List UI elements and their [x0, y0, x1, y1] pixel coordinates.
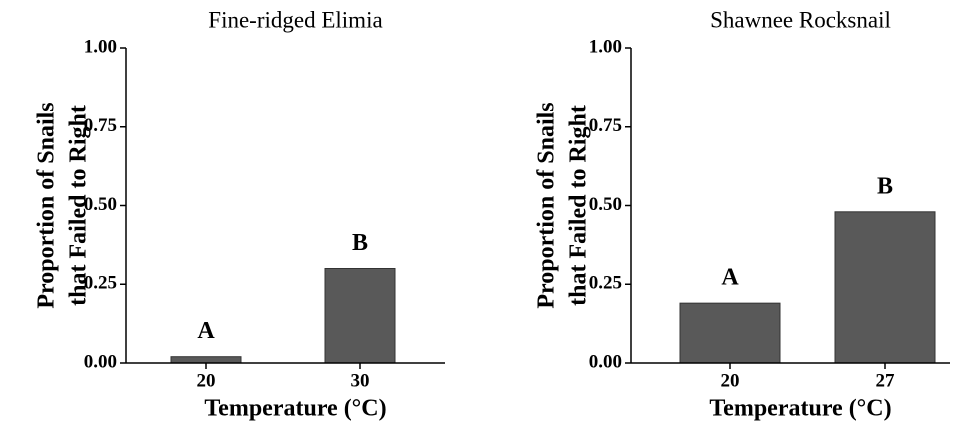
y-tick-label: 0.50 — [589, 194, 622, 215]
y-tick-label: 0.50 — [84, 194, 117, 215]
bar — [679, 302, 781, 364]
y-tick-label: 0.25 — [84, 273, 117, 294]
y-tick-label: 0.00 — [84, 351, 117, 372]
y-tick-label: 0.75 — [589, 115, 622, 136]
bar-annotation: A — [197, 318, 215, 344]
y-tick-label: 1.00 — [589, 36, 622, 57]
y-axis-label: that Failed to Right — [66, 105, 92, 306]
y-tick-label: 0.25 — [589, 273, 622, 294]
x-tick-label: 30 — [351, 370, 370, 391]
bar-annotation: A — [721, 265, 739, 291]
y-tick-label: 1.00 — [84, 36, 117, 57]
bar — [834, 211, 936, 364]
y-axis-label: Proportion of Snails — [534, 102, 560, 308]
chart-title: Shawnee Rocksnail — [710, 7, 891, 32]
y-tick-label: 0.00 — [589, 351, 622, 372]
bar-annotation: B — [877, 173, 893, 199]
chart-title: Fine-ridged Elimia — [208, 7, 382, 32]
x-tick-label: 20 — [721, 370, 740, 391]
y-axis-label: Proportion of Snails — [34, 102, 60, 308]
x-axis-label: Temperature (°C) — [709, 396, 891, 422]
x-tick-label: 20 — [197, 370, 216, 391]
bar — [170, 356, 242, 364]
bar — [324, 268, 396, 364]
y-axis-label: that Failed to Right — [566, 105, 592, 306]
x-tick-label: 27 — [876, 370, 896, 391]
bar-annotation: B — [352, 230, 368, 256]
y-tick-label: 0.75 — [84, 115, 117, 136]
x-axis-label: Temperature (°C) — [204, 396, 386, 422]
